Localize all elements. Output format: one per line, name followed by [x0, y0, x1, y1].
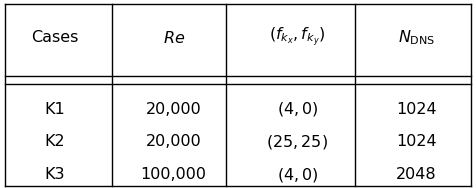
Text: 100,000: 100,000 — [141, 167, 207, 182]
Text: K3: K3 — [44, 167, 65, 182]
Text: 1024: 1024 — [396, 102, 437, 117]
Text: $N_{\mathrm{DNS}}$: $N_{\mathrm{DNS}}$ — [398, 28, 435, 47]
Text: 2048: 2048 — [396, 167, 437, 182]
Text: 20,000: 20,000 — [146, 102, 202, 117]
Text: $(4, 0)$: $(4, 0)$ — [277, 100, 318, 118]
Text: 1024: 1024 — [396, 134, 437, 149]
Text: 20,000: 20,000 — [146, 134, 202, 149]
Text: $(4, 0)$: $(4, 0)$ — [277, 166, 318, 184]
Text: K2: K2 — [44, 134, 65, 149]
Text: $(f_{k_x}, f_{k_y})$: $(f_{k_x}, f_{k_y})$ — [269, 26, 326, 49]
Text: Cases: Cases — [31, 30, 79, 45]
Text: K1: K1 — [44, 102, 65, 117]
Text: $\mathit{Re}$: $\mathit{Re}$ — [163, 30, 185, 46]
Text: $(25, 25)$: $(25, 25)$ — [267, 133, 328, 151]
